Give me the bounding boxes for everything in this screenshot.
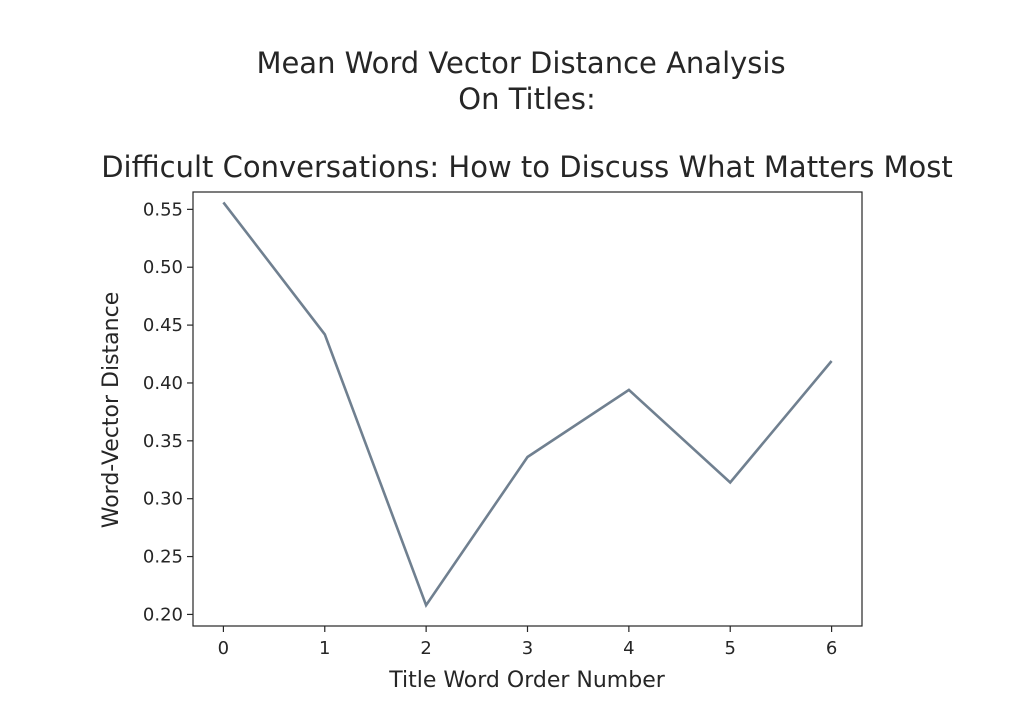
plot-frame <box>192 191 863 627</box>
x-tick-label: 4 <box>623 638 634 659</box>
y-tick-label: 0.25 <box>143 547 183 568</box>
y-tick-label: 0.20 <box>143 604 183 625</box>
x-axis-label: Title Word Order Number <box>388 668 666 693</box>
chart-title-line-2: On Titles: <box>458 82 595 116</box>
series-line-0 <box>222 201 833 608</box>
y-axis: 0.20 0.25 0.30 0.35 0.40 0.45 0.50 0.55 <box>143 199 193 625</box>
y-tick-label: 0.45 <box>143 315 183 336</box>
chart-title-line-1: Mean Word Vector Distance Analysis <box>256 46 785 80</box>
x-tick-label: 2 <box>420 638 431 659</box>
x-tick-label: 6 <box>826 638 837 659</box>
plot-area <box>222 201 833 608</box>
chart-title: Mean Word Vector Distance Analysis On Ti… <box>101 46 953 184</box>
x-tick-label: 5 <box>725 638 736 659</box>
x-tick-label: 1 <box>319 638 330 659</box>
x-tick-label: 3 <box>522 638 533 659</box>
y-tick-label: 0.50 <box>143 257 183 278</box>
y-tick-label: 0.35 <box>143 431 183 452</box>
x-axis: 0 1 2 3 4 5 6 <box>218 626 837 659</box>
y-tick-label: 0.30 <box>143 489 183 510</box>
chart-title-line-4: Difficult Conversations: How to Discuss … <box>101 150 953 184</box>
y-tick-label: 0.55 <box>143 199 183 220</box>
y-tick-label: 0.40 <box>143 373 183 394</box>
x-tick-label: 0 <box>218 638 229 659</box>
y-axis-label: Word-Vector Distance <box>99 292 124 529</box>
